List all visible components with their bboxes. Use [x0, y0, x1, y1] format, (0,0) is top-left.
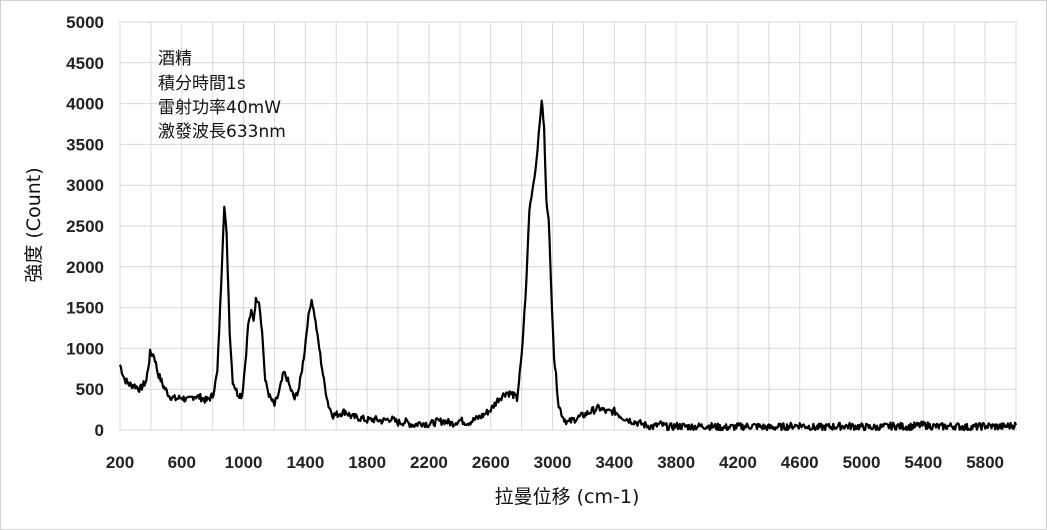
x-tick-labels: 200 600 1000 1400 1800 2200 2600 3000 3400 3800 42…: [106, 453, 1004, 472]
y-tick-label: 4000: [66, 95, 104, 114]
y-tick-label: 3500: [66, 135, 104, 154]
y-tick-label: 4500: [66, 54, 104, 73]
x-tick-label: 1400: [286, 453, 324, 472]
annotation-line-4: 激發波長633nm: [158, 122, 286, 142]
plot-area-rect: [119, 21, 1017, 431]
x-tick-label: 2200: [410, 453, 448, 472]
x-tick-label: 4600: [781, 453, 819, 472]
x-tick-label: 4200: [719, 453, 757, 472]
x-tick-label: 3400: [595, 453, 633, 472]
x-tick-label: 5400: [904, 453, 942, 472]
x-tick-label: 3000: [534, 453, 572, 472]
x-tick-label: 200: [106, 453, 134, 472]
annotation-line-2: 積分時間1s: [158, 74, 246, 94]
spectrum-line: [118, 99, 1018, 432]
y-tick-label: 0: [95, 421, 104, 440]
annotation-line-3: 雷射功率40mW: [158, 98, 281, 118]
x-tick-label: 1800: [348, 453, 386, 472]
y-tick-label: 5000: [66, 13, 104, 32]
y-tick-label: 2000: [66, 258, 104, 277]
y-axis-title: 強度 (Count): [23, 167, 45, 282]
x-tick-label: 1000: [225, 453, 263, 472]
x-tick-label: 2600: [472, 453, 510, 472]
plot-area-border: [119, 21, 1017, 431]
y-tick-labels: 0 500 1000 1500 2000 2500 3000 3500 4000 4500 5000: [66, 13, 104, 440]
annotation-block: 酒精 積分時間1s 雷射功率40mW 激發波長633nm: [158, 49, 286, 142]
series-layer: [118, 99, 1018, 432]
y-tick-label: 2500: [66, 217, 104, 236]
y-tick-label: 500: [76, 380, 104, 399]
y-tick-label: 3000: [66, 176, 104, 195]
x-tick-label: 5800: [966, 453, 1004, 472]
x-tick-label: 5000: [843, 453, 881, 472]
x-tick-label: 3800: [657, 453, 695, 472]
x-axis-title: 拉曼位移 (cm-1): [495, 486, 640, 508]
annotation-line-1: 酒精: [158, 49, 192, 69]
y-tick-label: 1000: [66, 339, 104, 358]
y-tick-label: 1500: [66, 299, 104, 318]
x-tick-label: 600: [168, 453, 196, 472]
